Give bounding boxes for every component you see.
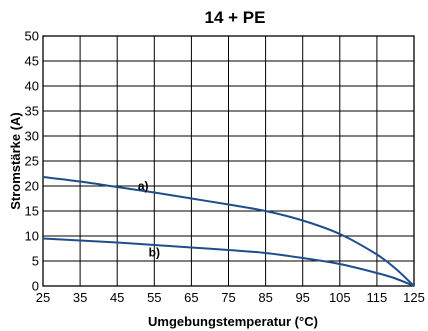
annotation-layer: a) b) [138, 179, 160, 260]
line-layer [42, 176, 415, 287]
x-tick-label: 65 [184, 290, 198, 305]
y-tick-label: 0 [32, 279, 39, 294]
y-tick-label: 20 [25, 179, 39, 194]
y-tick-label: 25 [25, 154, 39, 169]
y-tick-label: 5 [32, 254, 39, 269]
series-line-b [42, 237, 415, 287]
x-tick-label: 85 [258, 290, 272, 305]
series-line-a [42, 176, 415, 287]
x-tick-label: 105 [329, 290, 351, 305]
y-tick-label: 45 [25, 54, 39, 69]
x-tick-label: 125 [403, 290, 425, 305]
plot-frame [42, 35, 415, 287]
x-tick-label: 75 [221, 290, 235, 305]
y-tick-label: 50 [25, 29, 39, 44]
series-annotation-a: a) [138, 179, 149, 193]
tick-layer: 25 35 45 55 65 75 85 95 105 115 125 0 5 10 15 20 25 30 35 4… [25, 29, 425, 306]
y-axis-label: Stromstärke (A) [8, 112, 23, 210]
chart-title: 14 + PE [205, 8, 266, 27]
x-tick-label: 55 [147, 290, 161, 305]
x-tick-label: 95 [295, 290, 309, 305]
y-tick-label: 40 [25, 79, 39, 94]
x-tick-label: 35 [73, 290, 87, 305]
x-axis-label: Umgebungstemperatur (°C) [148, 314, 318, 329]
y-tick-label: 30 [25, 129, 39, 144]
x-tick-label: 25 [36, 290, 50, 305]
x-tick-label: 45 [110, 290, 124, 305]
grid-layer [42, 35, 415, 287]
y-tick-label: 10 [25, 229, 39, 244]
y-tick-label: 15 [25, 204, 39, 219]
series-annotation-b: b) [149, 246, 160, 260]
x-tick-label: 115 [367, 290, 388, 305]
y-tick-label: 35 [25, 104, 39, 119]
